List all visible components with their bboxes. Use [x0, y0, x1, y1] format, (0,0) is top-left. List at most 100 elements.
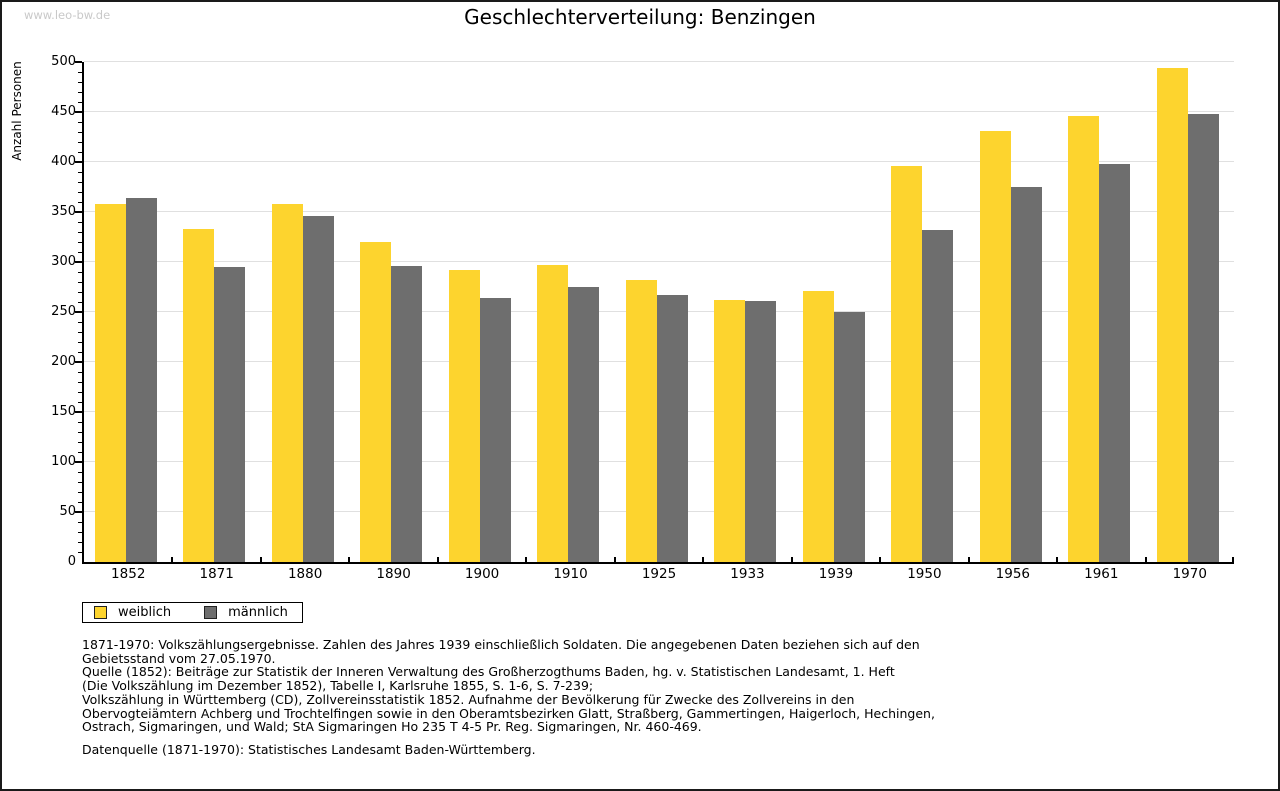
bar-weiblich-1933 — [714, 300, 746, 562]
x-boundary-tick — [1056, 557, 1059, 562]
y-minor-tick — [78, 122, 82, 123]
y-minor-tick — [78, 482, 82, 483]
y-tick-label-300: 300 — [51, 254, 76, 269]
legend-label-maennlich: männlich — [228, 605, 288, 620]
y-minor-tick — [78, 422, 82, 423]
bar-weiblich-1925 — [625, 280, 657, 562]
legend: weiblich männlich — [82, 602, 303, 623]
y-tick-label-400: 400 — [51, 154, 76, 169]
bar-männlich-1950 — [922, 230, 954, 562]
x-tick-label-1925: 1925 — [641, 566, 677, 582]
watermark: www.leo-bw.de — [24, 8, 111, 22]
x-boundary-tick — [171, 557, 174, 562]
y-tick-label-0: 0 — [67, 554, 76, 569]
x-boundary-tick — [348, 557, 351, 562]
y-major-tick — [75, 461, 82, 463]
x-tick-label-1890: 1890 — [376, 566, 411, 582]
x-boundary-tick — [879, 557, 882, 562]
bar-weiblich-1939 — [802, 291, 834, 562]
y-major-tick — [75, 161, 82, 163]
bar-weiblich-1900 — [448, 270, 480, 562]
bar-männlich-1910 — [568, 287, 600, 562]
gridline-300 — [84, 261, 1234, 262]
y-minor-tick — [78, 402, 82, 403]
x-boundary-tick — [790, 557, 793, 562]
bar-weiblich-1871 — [183, 229, 215, 562]
y-tick-label-450: 450 — [51, 104, 76, 119]
bar-weiblich-1910 — [537, 265, 569, 562]
footnote-line-3: Quelle (1852): Beiträge zur Statistik de… — [82, 664, 895, 680]
bar-weiblich-1890 — [360, 242, 392, 562]
legend-label-weiblich: weiblich — [118, 605, 172, 620]
y-minor-tick — [78, 232, 82, 233]
footnote-line-5: Volkszählung in Württemberg (CD), Zollve… — [82, 691, 855, 707]
footnotes: 1871-1970: Volkszählungsergebnisse. Zahl… — [82, 638, 935, 734]
y-minor-tick — [78, 92, 82, 93]
legend-item-weiblich: weiblich — [94, 605, 171, 620]
bar-männlich-1956 — [1010, 187, 1042, 562]
y-minor-tick — [78, 552, 82, 553]
bar-männlich-1890 — [391, 266, 423, 562]
y-tick-label-500: 500 — [51, 54, 76, 69]
y-minor-tick — [78, 332, 82, 333]
footnote-line-1: 1871-1970: Volkszählungsergebnisse. Zahl… — [82, 637, 920, 652]
y-minor-tick — [78, 102, 82, 103]
footnote-line-4: (Die Volkszählung im Dezember 1852), Tab… — [82, 678, 594, 694]
gridline-500 — [84, 61, 1234, 62]
gridline-450 — [84, 111, 1234, 112]
y-major-tick — [75, 311, 82, 313]
y-major-tick — [75, 211, 82, 213]
bar-weiblich-1852 — [95, 204, 126, 562]
y-tick-label-350: 350 — [51, 204, 76, 219]
bar-weiblich-1961 — [1068, 116, 1100, 562]
bar-weiblich-1970 — [1156, 68, 1188, 562]
bar-männlich-1970 — [1187, 114, 1219, 562]
y-minor-tick — [78, 542, 82, 543]
y-minor-tick — [78, 382, 82, 383]
y-minor-tick — [78, 452, 82, 453]
y-minor-tick — [78, 192, 82, 193]
chart-title: Geschlechterverteilung: Benzingen — [464, 5, 816, 29]
x-boundary-tick — [436, 557, 439, 562]
y-minor-tick — [78, 372, 82, 373]
y-minor-tick — [78, 242, 82, 243]
y-minor-tick — [78, 282, 82, 283]
x-tick-label-1933: 1933 — [730, 566, 765, 582]
x-boundary-tick — [525, 557, 528, 562]
x-boundary-tick — [1232, 557, 1234, 562]
y-major-tick — [75, 61, 82, 63]
y-minor-tick — [78, 292, 82, 293]
y-minor-tick — [78, 202, 82, 203]
gridline-350 — [84, 211, 1234, 212]
bar-männlich-1961 — [1099, 164, 1131, 562]
x-tick-label-1939: 1939 — [818, 566, 854, 582]
bar-männlich-1871 — [214, 267, 246, 562]
x-tick-label-1910: 1910 — [553, 566, 588, 582]
x-boundary-tick — [1144, 557, 1147, 562]
y-minor-tick — [78, 172, 82, 173]
y-minor-tick — [78, 432, 82, 433]
bar-weiblich-1956 — [979, 131, 1011, 562]
y-minor-tick — [78, 442, 82, 443]
y-major-tick — [75, 511, 82, 513]
y-minor-tick — [78, 152, 82, 153]
y-major-tick — [75, 361, 82, 363]
y-minor-tick — [78, 142, 82, 143]
bar-männlich-1925 — [656, 295, 688, 562]
x-tick-label-1970: 1970 — [1172, 566, 1207, 582]
y-minor-tick — [78, 252, 82, 253]
y-minor-tick — [78, 352, 82, 353]
y-major-tick — [75, 111, 82, 113]
x-tick-label-1950: 1950 — [907, 566, 942, 582]
y-tick-label-250: 250 — [51, 304, 76, 319]
y-minor-tick — [78, 182, 82, 183]
y-minor-tick — [78, 342, 82, 343]
x-tick-label-1880: 1880 — [287, 566, 323, 582]
x-tick-label-1852: 1852 — [111, 566, 146, 582]
y-tick-label-150: 150 — [51, 404, 76, 419]
y-minor-tick — [78, 532, 82, 533]
y-tick-label-200: 200 — [51, 354, 76, 369]
gridline-400 — [84, 161, 1234, 162]
y-minor-tick — [78, 522, 82, 523]
y-minor-tick — [78, 302, 82, 303]
